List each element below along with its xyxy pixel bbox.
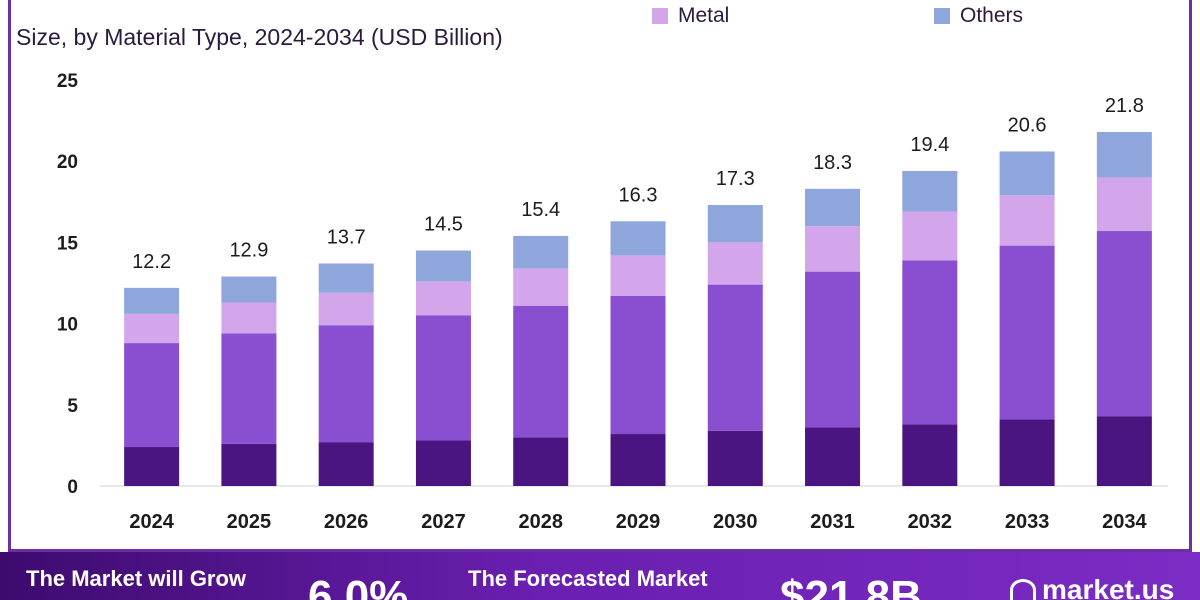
- x-tick-label-2029: 2029: [616, 511, 661, 533]
- bar-segment-2027-1: [415, 315, 471, 441]
- x-tick-label-2034: 2034: [1102, 511, 1147, 533]
- data-label-2024: 12.2: [132, 251, 171, 273]
- bar-segment-2024-0: [124, 447, 180, 486]
- legend-item-metal: Metal: [652, 4, 729, 28]
- bar-segment-2032-0: [902, 424, 958, 486]
- bar-segment-2024-3: [124, 287, 180, 314]
- legend-swatch-metal: [652, 8, 668, 24]
- x-tick-label-2026: 2026: [324, 511, 369, 533]
- bar-segment-2034-1: [1096, 231, 1152, 417]
- bar-segment-2030-2: [707, 242, 763, 285]
- brand-logo-icon: [1010, 579, 1036, 600]
- bar-segment-2024-2: [124, 313, 180, 344]
- footer-value: $21.8B: [780, 572, 922, 600]
- bar-segment-2029-2: [610, 255, 666, 296]
- x-tick-label-2032: 2032: [908, 511, 953, 533]
- footer-brand-text: market.us: [1042, 574, 1175, 600]
- bar-segment-2027-3: [415, 250, 471, 282]
- bar-segment-2027-0: [415, 440, 471, 486]
- data-label-2025: 12.9: [229, 240, 268, 262]
- bar-segment-2029-1: [610, 295, 666, 435]
- y-tick-label: 20: [57, 152, 78, 173]
- bar-segment-2025-2: [221, 302, 277, 334]
- bar-segment-2031-3: [805, 188, 861, 227]
- footer-cagr: 6.0%: [308, 572, 409, 600]
- bar-segment-2029-0: [610, 434, 666, 486]
- x-axis: 2024 2025 2026 2027 2028 2029 2030 2031 2032 2033…: [129, 511, 1147, 533]
- x-tick-label-2024: 2024: [129, 511, 174, 533]
- bar-segment-2028-2: [513, 268, 569, 306]
- x-tick-label-2030: 2030: [713, 511, 758, 533]
- legend-item-others: Others: [934, 4, 1023, 28]
- bar-segment-2033-2: [999, 195, 1055, 246]
- bar-segment-2030-0: [707, 430, 763, 486]
- y-tick-label: 10: [57, 315, 78, 336]
- bar-segment-2032-2: [902, 211, 958, 261]
- legend-label-others: Others: [960, 4, 1024, 27]
- y-tick-label: 25: [57, 71, 79, 92]
- bar-segment-2033-0: [999, 419, 1055, 486]
- x-tick-label-2028: 2028: [518, 511, 563, 533]
- data-label-2034: 21.8: [1105, 95, 1144, 117]
- bar-segment-2025-0: [221, 443, 277, 486]
- data-label-2031: 18.3: [813, 152, 852, 174]
- legend-swatch-others: [934, 8, 950, 24]
- bar-segment-2033-1: [999, 245, 1055, 420]
- bar-segment-2030-1: [707, 284, 763, 431]
- y-axis: 0 5 10 15 20 25: [57, 71, 1168, 498]
- chart-subtitle: Size, by Material Type, 2024-2034 (USD B…: [16, 24, 503, 50]
- y-tick-label: 5: [67, 396, 78, 417]
- data-label-2030: 17.3: [716, 168, 755, 190]
- bar-segment-2031-1: [805, 271, 861, 428]
- bar-segment-2026-3: [318, 263, 374, 293]
- footer-forecast-label: The Forecasted Market: [468, 566, 708, 591]
- y-tick-label: 15: [57, 233, 79, 254]
- chart-frame: [8, 0, 1192, 552]
- bar-segment-2026-0: [318, 442, 374, 486]
- footer-brand: market.us: [1010, 574, 1174, 600]
- x-tick-label-2027: 2027: [421, 511, 466, 533]
- footer-grow-label: The Market will Grow: [26, 566, 247, 591]
- bar-segment-2033-3: [999, 151, 1055, 196]
- bar-segment-2031-0: [805, 427, 861, 486]
- bar-segment-2034-2: [1096, 177, 1152, 232]
- y-tick-label: 0: [67, 477, 78, 498]
- bar-segment-2028-3: [513, 235, 569, 269]
- x-tick-label-2031: 2031: [810, 511, 855, 533]
- bar-segment-2030-3: [707, 205, 763, 243]
- bar-segment-2025-1: [221, 333, 277, 444]
- bar-segment-2025-3: [221, 276, 277, 303]
- bar-segment-2034-3: [1096, 131, 1152, 178]
- data-label-2026: 13.7: [327, 227, 366, 249]
- bar-segment-2031-2: [805, 226, 861, 272]
- bar-segment-2026-1: [318, 325, 374, 443]
- bar-segment-2027-2: [415, 281, 471, 316]
- data-label-2029: 16.3: [619, 184, 658, 206]
- bar-segment-2034-0: [1096, 416, 1152, 486]
- bars-group: 12.2 12.9 13.7 14.5 15.4 16.3 17.3 18.3 19.4 20.6…: [124, 95, 1152, 486]
- legend-label-metal: Metal: [678, 4, 730, 27]
- bar-segment-2026-2: [318, 292, 374, 326]
- x-tick-label-2025: 2025: [227, 511, 272, 533]
- bar-segment-2024-1: [124, 343, 180, 448]
- bar-segment-2028-0: [513, 437, 569, 486]
- data-label-2027: 14.5: [424, 214, 463, 236]
- bar-segment-2032-1: [902, 260, 958, 425]
- data-label-2033: 20.6: [1008, 114, 1047, 136]
- data-label-2028: 15.4: [521, 199, 560, 221]
- bar-segment-2032-3: [902, 170, 958, 212]
- bar-segment-2028-1: [513, 305, 569, 438]
- footer-banner: The Market will Grow 6.0% The Forecasted…: [0, 552, 1200, 600]
- data-label-2032: 19.4: [910, 134, 949, 156]
- x-tick-label-2033: 2033: [1005, 511, 1050, 533]
- bar-segment-2029-3: [610, 221, 666, 256]
